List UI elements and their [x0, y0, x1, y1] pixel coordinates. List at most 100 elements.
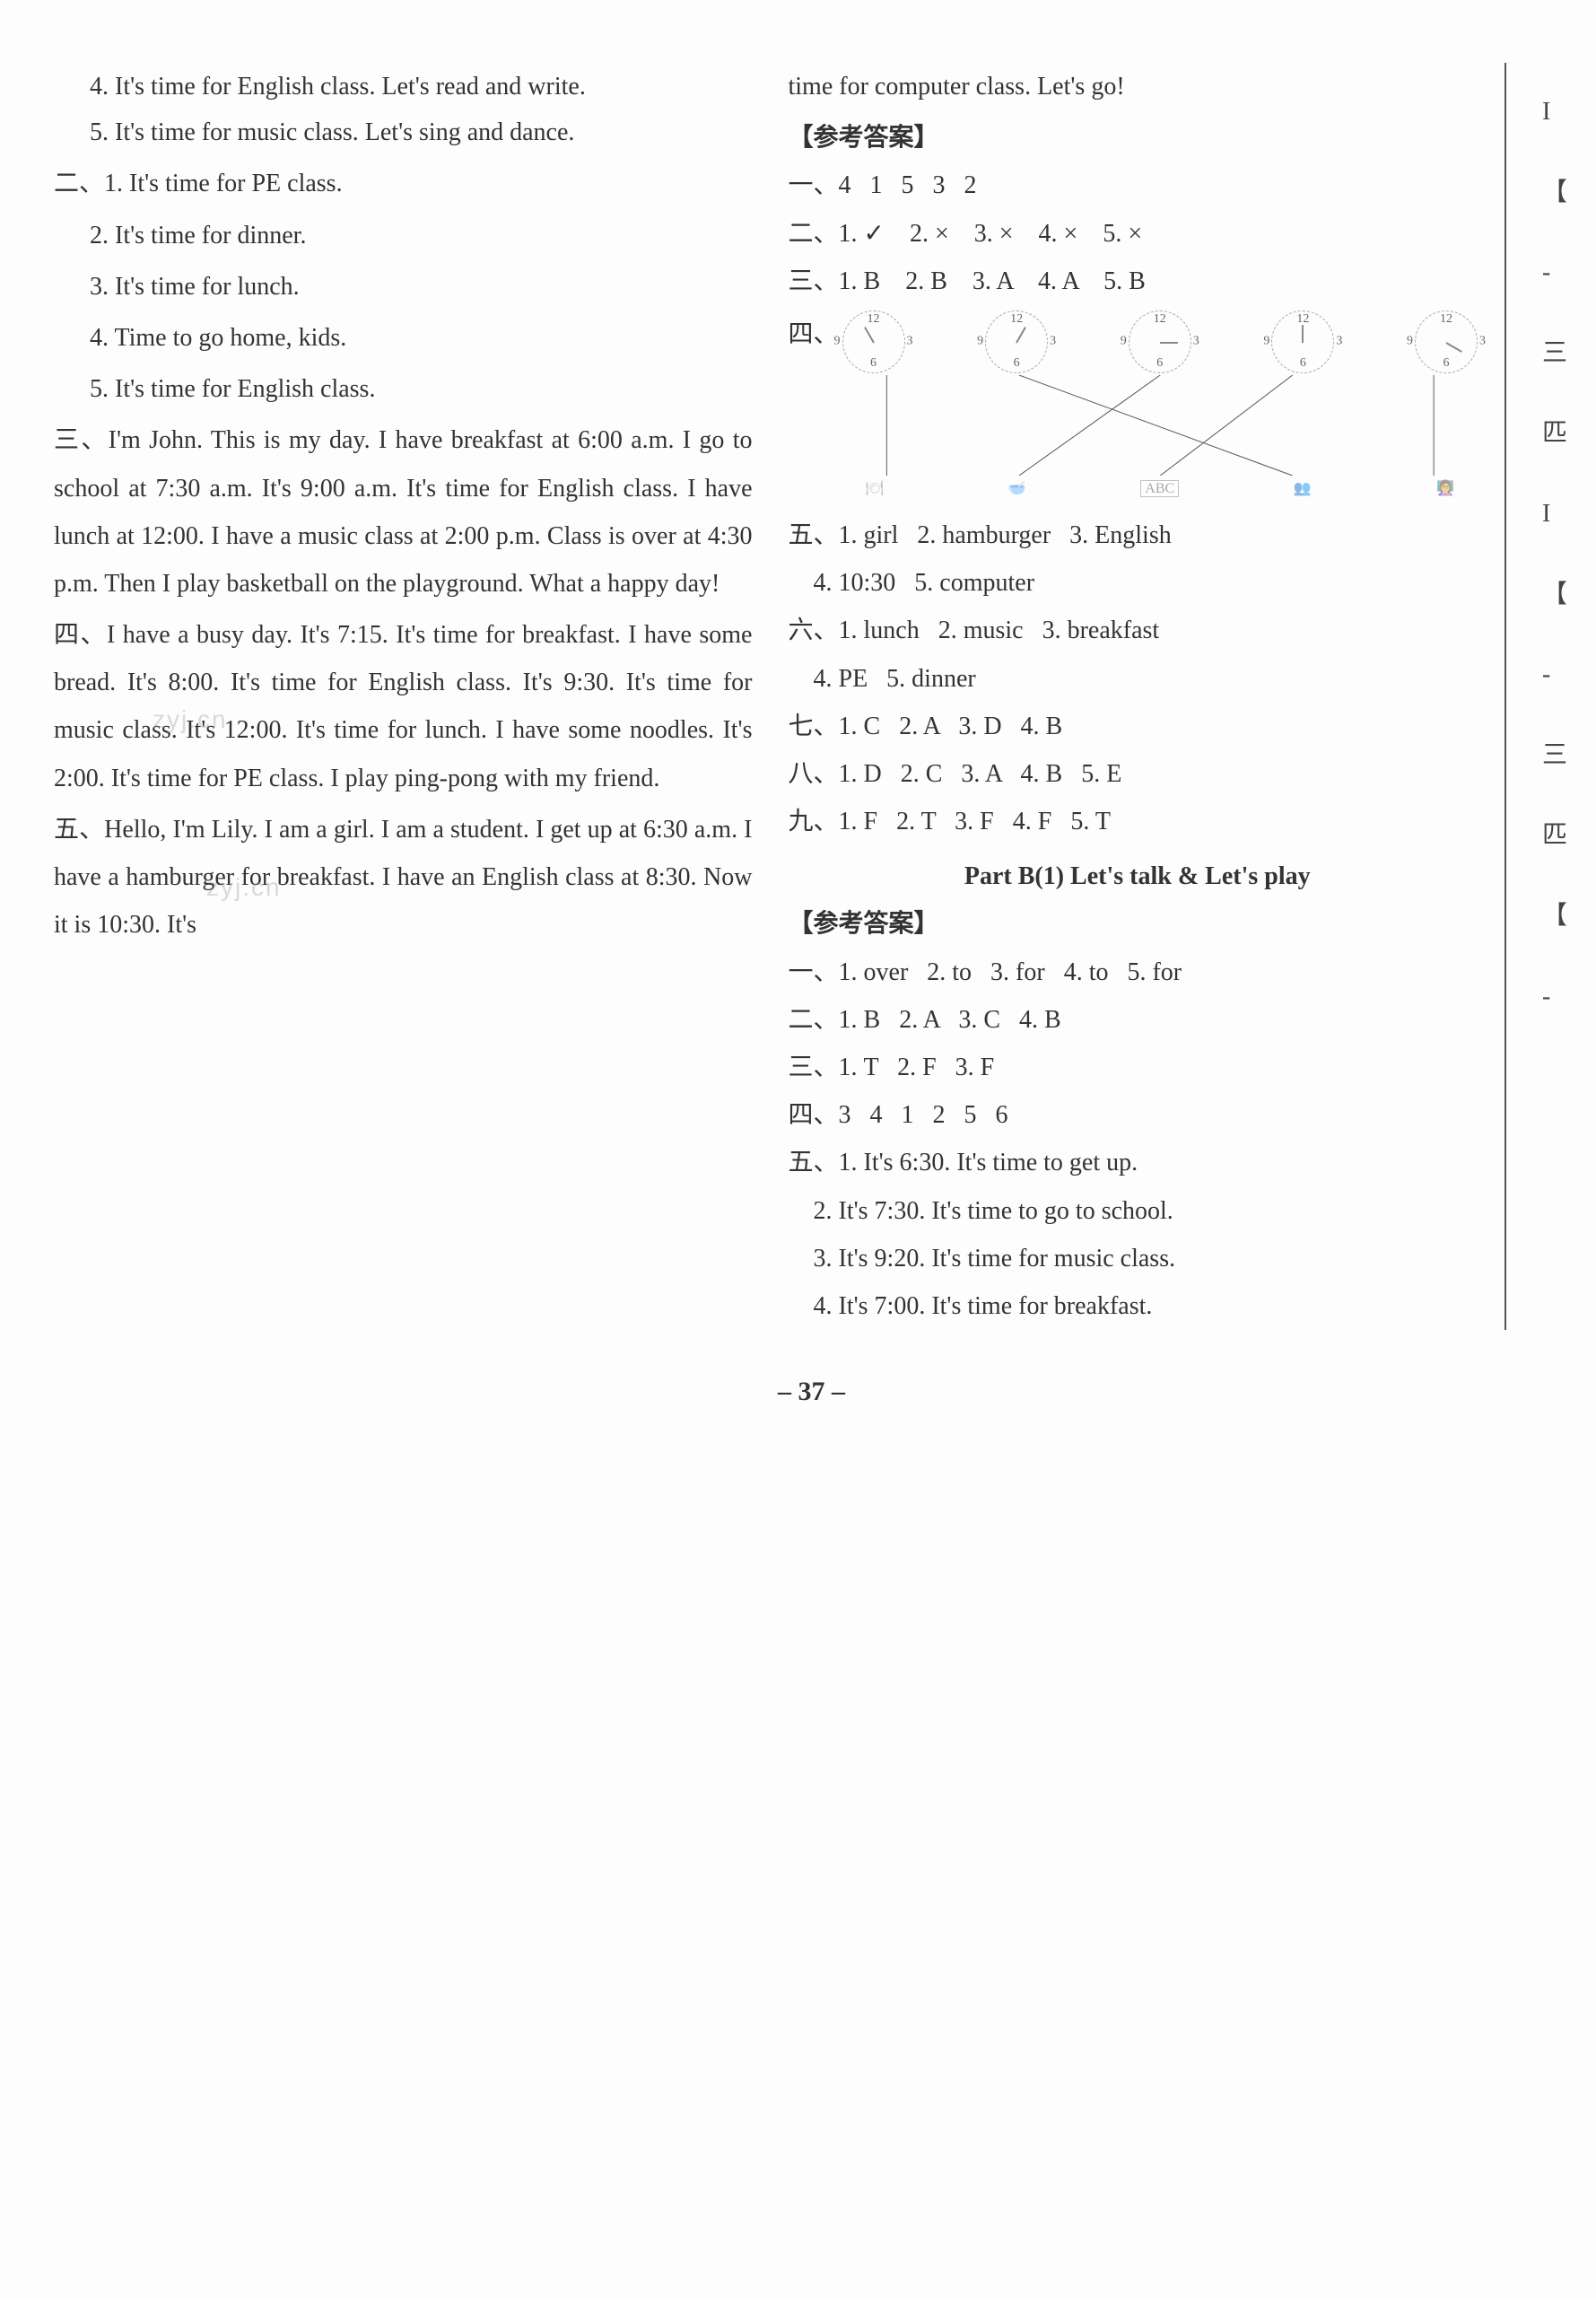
row-text: 4. 10:30 5. computer — [789, 569, 1035, 597]
clocks-row: 12 3 6 9 12 3 6 9 12 3 6 9 — [789, 305, 1487, 512]
answer-row: 八、1. D 2. C 3. A 4. B 5. E — [789, 750, 1487, 798]
food-icon: 🍽 — [842, 476, 907, 512]
abc-label: ABC — [1140, 480, 1179, 497]
row-prefix: 四、 — [789, 1101, 839, 1129]
stub-char: 【 — [1542, 153, 1569, 233]
row-prefix: 三、 — [789, 1054, 839, 1081]
edge-stub: I 【 - 三 匹 I 【 - 三 匹 【 - — [1542, 63, 1569, 1330]
clock-num-6: 6 — [870, 352, 876, 376]
row-text: 4 1 5 3 2 — [839, 171, 977, 199]
row-prefix: 六、 — [789, 617, 839, 644]
item-text: 5. It's time for music class. Let's sing… — [90, 118, 574, 146]
section-five: 五、Hello, I'm Lily. I am a girl. I am a s… — [54, 806, 753, 949]
row-text: 1. D 2. C 3. A 4. B 5. E — [839, 760, 1122, 788]
answer-row: 七、1. C 2. A 3. D 4. B — [789, 703, 1487, 750]
answer-heading: 【参考答案】 — [789, 900, 1487, 948]
row-text: 1. over 2. to 3. for 4. to 5. for — [839, 958, 1182, 986]
answer-row: 3. It's 9:20. It's time for music class. — [789, 1235, 1487, 1282]
people-icon: 👥 — [1270, 476, 1335, 512]
stub-char: I — [1542, 72, 1569, 153]
answer-row: 2. It's 7:30. It's time to go to school. — [789, 1187, 1487, 1235]
clock-hand — [1446, 342, 1462, 353]
clock-num-3: 3 — [1050, 330, 1056, 354]
row-text: 4. PE 5. dinner — [789, 665, 976, 693]
row-prefix: 一、 — [789, 171, 839, 199]
stub-char: 三 — [1542, 313, 1569, 394]
answer-heading: 【参考答案】 — [789, 114, 1487, 162]
answer-row: 九、1. F 2. T 3. F 4. F 5. T — [789, 798, 1487, 845]
list-item: 4. It's time for English class. Let's re… — [54, 63, 753, 110]
watermark: zyj.cn — [206, 863, 282, 911]
stub-char: 匹 — [1542, 393, 1569, 474]
clock-num-3: 3 — [1336, 330, 1342, 354]
list-item: 5. It's time for English class. — [54, 365, 753, 413]
part-b-heading: Part B(1) Let's talk & Let's play — [789, 853, 1487, 900]
clock-num-12: 12 — [1154, 308, 1166, 332]
stub-char: 【 — [1542, 876, 1569, 957]
teacher-icon: 👩‍🏫 — [1413, 476, 1478, 512]
answer-row: 六、1. lunch 2. music 3. breakfast — [789, 607, 1487, 654]
answer-row: 三、1. T 2. F 3. F — [789, 1044, 1487, 1091]
section-prefix: 三、 — [54, 426, 109, 454]
row-text: 3 4 1 2 5 6 — [839, 1101, 1008, 1129]
row-text: 1. F 2. T 3. F 4. F 5. T — [839, 808, 1111, 835]
item-text: 2. It's time for dinner. — [90, 222, 306, 249]
continuation-line: time for computer class. Let's go! — [789, 63, 1487, 110]
section-three: 三、I'm John. This is my day. I have break… — [54, 416, 753, 608]
row-text: 1. lunch 2. music 3. breakfast — [839, 617, 1160, 644]
item-text: 4. It's time for English class. Let's re… — [90, 73, 586, 101]
list-item: 3. It's time for lunch. — [54, 263, 753, 310]
item-text: 5. It's time for English class. — [90, 375, 375, 403]
section-two: 二、1. It's time for PE class. — [54, 160, 753, 207]
section-four: 四、I have a busy day. It's 7:15. It's tim… — [54, 611, 753, 802]
row-text: 1. B 2. A 3. C 4. B — [839, 1006, 1061, 1034]
clock-hand — [1160, 342, 1178, 344]
clock-num-12: 12 — [1010, 308, 1023, 332]
row-text: 4. It's 7:00. It's time for breakfast. — [789, 1292, 1153, 1320]
watermark: zyj.cn — [153, 695, 228, 743]
section-prefix: 二、 — [54, 170, 104, 197]
clock-num-3: 3 — [907, 330, 913, 354]
stub-char: - — [1542, 634, 1569, 715]
item-text: 1. It's time for PE class. — [104, 170, 343, 197]
clock-num-12: 12 — [1440, 308, 1452, 332]
item-text: 4. Time to go home, kids. — [90, 324, 346, 352]
list-item: 2. It's time for dinner. — [54, 212, 753, 259]
item-text: 3. It's time for lunch. — [90, 273, 300, 301]
row-text: 1. girl 2. hamburger 3. English — [839, 521, 1172, 549]
row-text: 1. B 2. B 3. A 4. A 5. B — [839, 267, 1146, 295]
answer-row: 五、1. It's 6:30. It's time to get up. — [789, 1139, 1487, 1186]
icons-row: 🍽 🥣 ABC 👥 👩‍🏫 — [842, 476, 1478, 512]
stub-char: 匹 — [1542, 795, 1569, 876]
row-prefix: 八、 — [789, 760, 839, 788]
row-prefix: 五、 — [789, 1149, 839, 1176]
row-prefix: 一、 — [789, 958, 839, 986]
matching-lines — [851, 375, 1470, 476]
row-text: 1. C 2. A 3. D 4. B — [839, 713, 1063, 740]
row-prefix: 七、 — [789, 713, 839, 740]
clock-num-6: 6 — [1300, 352, 1306, 376]
abc-icon: ABC — [1128, 476, 1192, 512]
row-text: 2. It's 7:30. It's time to go to school. — [789, 1197, 1173, 1225]
clock-icon: 12 3 6 9 — [985, 310, 1048, 373]
row-text: 1. ✓ 2. × 3. × 4. × 5. × — [839, 220, 1143, 248]
stub-char: - — [1542, 957, 1569, 1037]
clock-icon: 12 3 6 9 — [1415, 310, 1478, 373]
clock-num-9: 9 — [1263, 330, 1269, 354]
clock-icon: 12 3 6 9 — [842, 310, 905, 373]
row-prefix: 三、 — [789, 267, 839, 295]
stub-char: 【 — [1542, 555, 1569, 635]
section-prefix: 四、 — [54, 621, 107, 649]
answer-row: 二、1. ✓ 2. × 3. × 4. × 5. × — [789, 210, 1487, 258]
clock-num-6: 6 — [1014, 352, 1020, 376]
answer-row: 五、1. girl 2. hamburger 3. English — [789, 512, 1487, 559]
row-prefix: 五、 — [789, 521, 839, 549]
list-item: 4. Time to go home, kids. — [54, 314, 753, 362]
row-text: 1. It's 6:30. It's time to get up. — [839, 1149, 1138, 1176]
clock-num-3: 3 — [1193, 330, 1199, 354]
clock-num-3: 3 — [1479, 330, 1486, 354]
answer-row: 三、1. B 2. B 3. A 4. A 5. B — [789, 258, 1487, 305]
row-prefix: 二、 — [789, 220, 839, 248]
left-column: 4. It's time for English class. Let's re… — [54, 63, 753, 1330]
item-text: I'm John. This is my day. I have breakfa… — [54, 426, 753, 598]
